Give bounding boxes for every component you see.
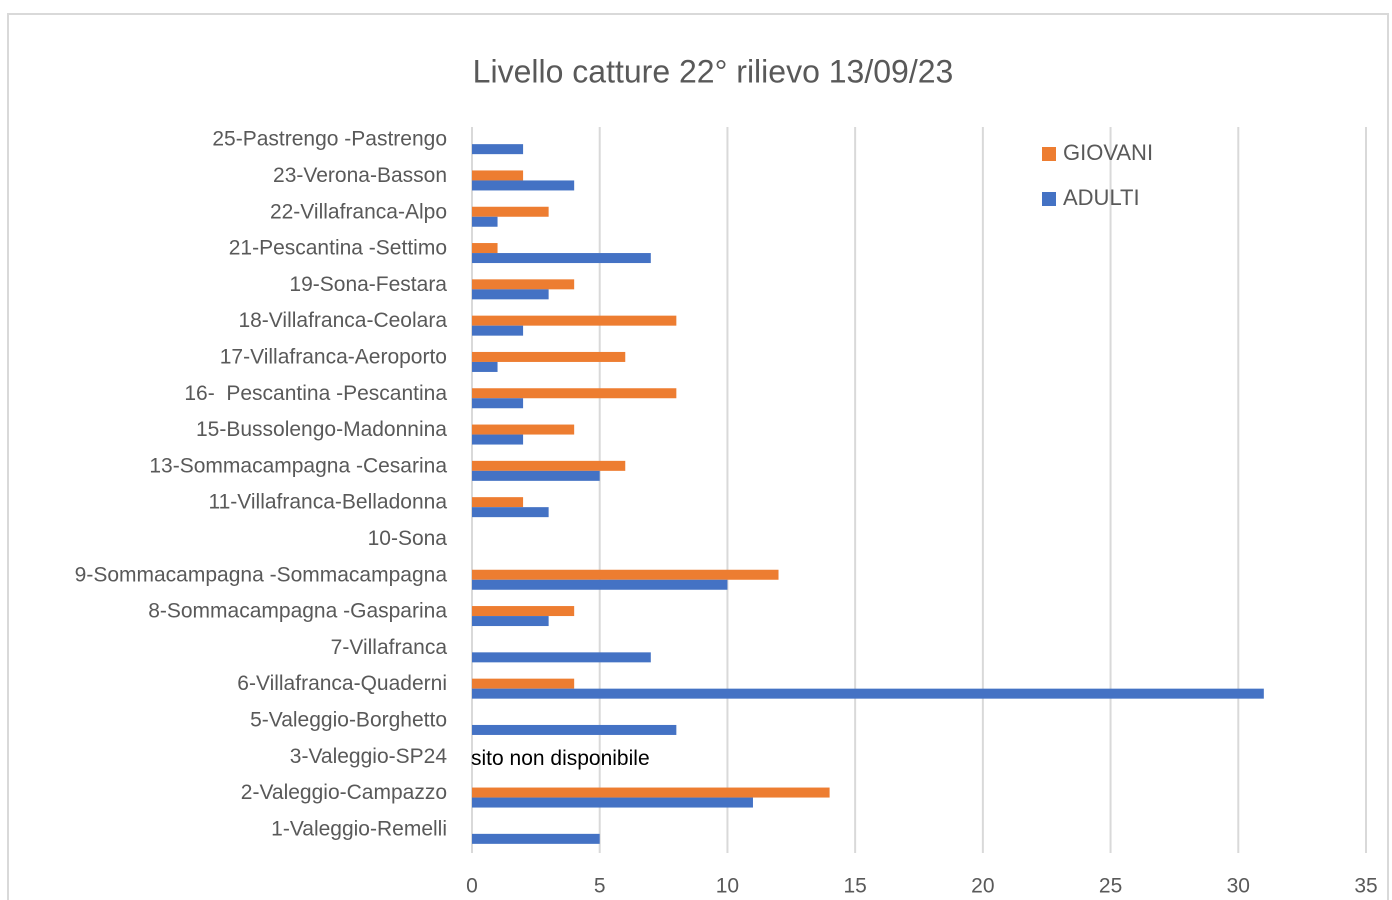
- bar: [472, 144, 524, 155]
- legend-swatch: [1042, 192, 1056, 206]
- bar: [472, 797, 753, 808]
- bar: [472, 616, 549, 627]
- y-tick-label: 18-Villafranca-Ceolara: [238, 309, 447, 332]
- y-tick-label: 11-Villafranca-Belladonna: [208, 491, 447, 514]
- bar: [472, 787, 830, 798]
- x-tick-label: 5: [594, 875, 606, 898]
- bar: [472, 325, 524, 336]
- y-tick-label: 22-Villafranca-Alpo: [270, 200, 447, 223]
- y-tick-label: 10-Sona: [368, 527, 448, 550]
- bar: [472, 688, 1264, 699]
- x-tick-label: 15: [843, 875, 866, 898]
- bar: [472, 351, 626, 362]
- bar: [472, 398, 524, 409]
- y-tick-label: 7-Villafranca: [331, 636, 448, 659]
- bar: [472, 289, 549, 300]
- y-tick-label: 9-Sommacampagna -Sommacampagna: [75, 563, 448, 586]
- bar: [472, 206, 549, 217]
- legend-label: ADULTI: [1063, 185, 1140, 210]
- bar: [472, 579, 728, 590]
- bar: [472, 243, 498, 254]
- bar: [472, 216, 498, 227]
- y-tick-label: 6-Villafranca-Quaderni: [237, 672, 447, 695]
- x-tick-label: 35: [1354, 875, 1377, 898]
- bar: [472, 361, 498, 372]
- bar: [472, 434, 524, 445]
- bar: [472, 678, 575, 689]
- bar: [472, 424, 575, 435]
- annotation: sito non disponibile: [471, 747, 650, 770]
- y-tick-label: 2-Valeggio-Campazzo: [241, 781, 447, 804]
- chart-title: Livello catture 22° rilievo 13/09/23: [473, 53, 954, 89]
- bar: [472, 724, 677, 735]
- bar: [472, 569, 779, 580]
- bar: [472, 388, 677, 399]
- bar: [472, 652, 651, 663]
- bar: [472, 497, 524, 508]
- bar: [472, 253, 651, 264]
- y-tick-label: 16- Pescantina -Pescantina: [184, 382, 447, 405]
- y-tick-label: 5-Valeggio-Borghetto: [250, 708, 447, 731]
- bar: [472, 279, 575, 290]
- bar: [472, 460, 626, 471]
- x-tick-label: 20: [971, 875, 994, 898]
- x-tick-label: 30: [1227, 875, 1250, 898]
- y-tick-label: 23-Verona-Basson: [273, 164, 447, 187]
- bar: [472, 507, 549, 518]
- y-tick-label: 15-Bussolengo-Madonnina: [196, 418, 447, 441]
- x-tick-label: 10: [716, 875, 739, 898]
- bar: [472, 180, 575, 191]
- legend-label: GIOVANI: [1063, 140, 1153, 165]
- y-tick-label: 8-Sommacampagna -Gasparina: [148, 600, 447, 623]
- bar: [472, 170, 524, 181]
- y-tick-label: 25-Pastrengo -Pastrengo: [212, 128, 447, 151]
- y-tick-label: 21-Pescantina -Settimo: [229, 237, 447, 260]
- bar: [472, 470, 600, 481]
- bar: [472, 606, 575, 617]
- bar: [472, 833, 600, 844]
- y-tick-label: 1-Valeggio-Remelli: [271, 817, 447, 840]
- y-tick-label: 3-Valeggio-SP24: [290, 745, 448, 768]
- legend-swatch: [1042, 147, 1056, 161]
- y-tick-label: 17-Villafranca-Aeroporto: [220, 345, 447, 368]
- x-tick-label: 25: [1099, 875, 1122, 898]
- chart-frame: [7, 13, 1389, 900]
- y-tick-label: 13-Sommacampagna -Cesarina: [149, 454, 447, 477]
- x-tick-label: 0: [466, 875, 478, 898]
- y-tick-label: 19-Sona-Festara: [289, 273, 447, 296]
- bar: [472, 315, 677, 326]
